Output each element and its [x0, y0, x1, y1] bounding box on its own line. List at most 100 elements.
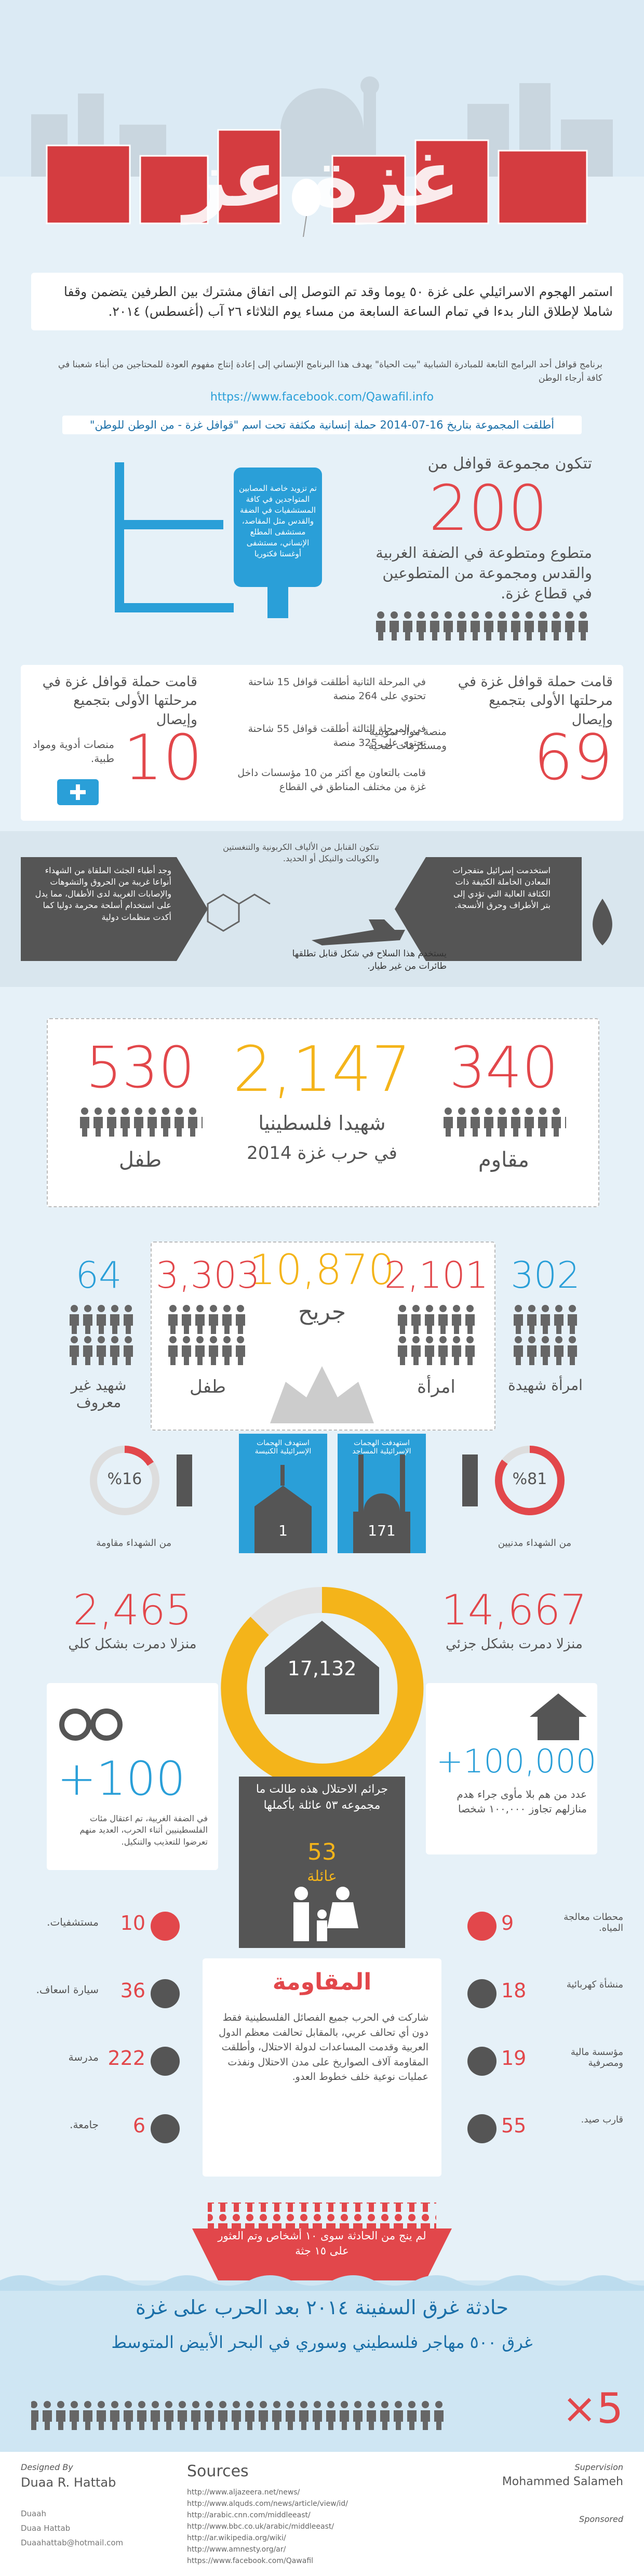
people-icons [68, 1304, 135, 1366]
infra-label: منشأة كهربائية [566, 1979, 623, 1990]
aid-right-lead: قامت حملة قوافل غزة في مرحلتها الأولى بت… [458, 674, 613, 728]
partners: قامت بالتعاون مع أكثر من 10 مؤسسات داخل … [237, 767, 426, 793]
infra-icon [467, 1912, 497, 1941]
infra-label: محطات معالجة المياه. [564, 1912, 623, 1933]
infra-number: 222 [108, 2047, 145, 2070]
aid-left-number: 10 [123, 722, 203, 794]
infra-label: مؤسسة مالية ومصرفية [570, 2047, 623, 2068]
homeless-icon [530, 1693, 587, 1740]
homeless-text: عدد من هم بلا مأوى جراء هدم منازلهم تجاو… [457, 1788, 587, 1815]
infra-number: 36 [120, 1979, 145, 2002]
sponsored-label: Sponsored [579, 2514, 623, 2524]
unknown-number: 64 [75, 1254, 122, 1297]
civilians-percent-label: من الشهداء مدنيين [498, 1538, 571, 1549]
aid-left-text: منصات أدوية ومواد طبية. [32, 738, 114, 765]
resistance-text: شاركت في الحرب جميع الفصائل الفلسطينية ف… [219, 2012, 428, 2083]
campaign-banner: أطلقت المجموعة بتاريخ 16-07-2014 حملة إن… [62, 416, 582, 434]
prisoners-panel [47, 1683, 218, 1870]
crowd-art [270, 1366, 374, 1423]
aid-panel [21, 665, 623, 821]
source: http://www.bbc.co.uk/arabic/middleeast/ [187, 2522, 334, 2531]
sinking-subtitle: غرق ٥٠٠ مهاجر فلسطيني وسوري في البحر الأ… [111, 2332, 533, 2352]
source: http://ar.wikipedia.org/wiki/ [187, 2534, 286, 2542]
prisoners-text: في الضفة الغربية، تم اعتقال مئات الفلسطي… [79, 1813, 208, 1847]
sources-title: Sources [187, 2462, 249, 2480]
volunteers-lead: تتكون مجموعة قوافل من [427, 455, 592, 473]
infra-number: 6 [132, 2114, 145, 2137]
children-label: طفل [118, 1148, 162, 1172]
resistance-percent-label: من الشهداء مقاومة [96, 1538, 171, 1549]
contact: Duaa Hattab [21, 2524, 71, 2533]
source: http://www.alquds.com/news/article/view/… [187, 2500, 348, 2508]
fighters-number: 340 [449, 1034, 558, 1101]
weapons-metals: استخدمت إسرائيل متفجرات المعادن الخاملة … [452, 865, 551, 911]
fighters-label: مقاوم [478, 1148, 529, 1172]
source: http://arabic.cnn.com/middleeast/ [187, 2511, 311, 2519]
aid-right-text: منصة مواد تموينية ومستلزمات صحية [368, 725, 447, 752]
prisoners-number: +100 [57, 1752, 186, 1806]
boat-text: لم ينج من الحادثة سوى ١٠ أشخاص وتم العثو… [218, 2230, 426, 2258]
resistance-title: المقاومة [272, 1969, 372, 1995]
weapons-bodies: وجد أطباء الجثث الملقاة من الشهداء أنواع… [35, 865, 171, 922]
designer: Duaa R. Hattab [21, 2475, 116, 2490]
designed-label: Designed By [21, 2462, 73, 2472]
weapons-composition: تتكون القنابل من الألياف الكربونية والتن… [223, 842, 379, 864]
infra-number: 18 [501, 1979, 527, 2002]
homes-full-label: منزلا دمرت بشكل كلي [68, 1636, 197, 1652]
mosques-number: 171 [368, 1522, 396, 1539]
infra-label: قارب صيد. [581, 2114, 623, 2125]
handcuffs-icon [59, 1709, 123, 1741]
homes-partial-number: 14,667 [441, 1586, 587, 1634]
families-text: جرائم الاحتلال هذه طالت ما مجموعه ٥٣ عائ… [256, 1783, 388, 1812]
program-text: برنامج قوافل أحد البرامج التابعة للمبادر… [58, 359, 602, 383]
infra-number: 19 [501, 2047, 527, 2070]
families-panel [239, 1777, 405, 1948]
wounded-total-label: جريح [298, 1299, 346, 1325]
homeless-number: +100,000 [436, 1742, 597, 1780]
total-number: 2,147 [233, 1034, 411, 1106]
infra-icon [151, 1979, 180, 2008]
homes-full-number: 2,465 [73, 1586, 192, 1634]
people-icons [512, 1304, 579, 1366]
weapons-art [21, 857, 612, 961]
people-icons [374, 610, 592, 642]
supervisor: Mohammed Salameh [502, 2475, 623, 2488]
hospitals-text: تم تزويد خاصة المصابين المتواجدين في كاف… [239, 484, 317, 558]
people-icons [78, 1106, 203, 1138]
infra-number: 10 [120, 1912, 145, 1934]
resistance-percent: %16 [107, 1470, 142, 1488]
header-art [0, 0, 644, 265]
aid-left-lead: قامت حملة قوافل غزة في مرحلتها الأولى بت… [42, 674, 197, 728]
civilians-percent: %81 [512, 1470, 547, 1488]
weapons-drones: يستخدم هذا السلاح في شكل قنابل تطلقها طا… [292, 949, 447, 971]
infra-label: جامعة. [70, 2118, 99, 2131]
source: https://www.facebook.com/Qawafil [187, 2557, 314, 2565]
infra-icon [151, 1912, 180, 1941]
sea-art [0, 2203, 644, 2452]
women-martyrs-number: 302 [511, 1254, 580, 1297]
percent-art [90, 1434, 565, 1553]
infra-number: 9 [501, 1912, 514, 1934]
iv-bag [115, 462, 322, 618]
medkit-icon [57, 779, 99, 805]
total-sub: في حرب غزة 2014 [247, 1143, 397, 1164]
footer [0, 2452, 644, 2576]
sinking-title: حادثة غرق السفينة ٢٠١٤ بعد الحرب على غزة [136, 2296, 508, 2319]
infra-label: مدرسة [68, 2051, 99, 2063]
aid-right-number: 69 [533, 722, 613, 794]
mosques-label: استهدفت الهجمات الإسرائيلية المساجد [352, 1439, 411, 1456]
source: http://www.amnesty.org/ar/ [187, 2545, 286, 2554]
women-label: امرأة [417, 1377, 455, 1397]
infra-icon [467, 2047, 497, 2076]
contact: Duaah [21, 2509, 46, 2518]
churches-label: استهدف الهجمات الإسرائيلية الكنيسة [254, 1439, 312, 1456]
link: https://www.facebook.com/Qawafil.info [210, 391, 434, 404]
wounded-total-number: 10,870 [249, 1246, 395, 1294]
families-unit: عائلة [307, 1867, 337, 1885]
volunteers-text: متطوع ومتطوعة في الضفة الغربية والقدس وم… [375, 544, 592, 603]
infra-icon [151, 2047, 180, 2076]
total-label: شهيدا فلسطينيا [258, 1112, 386, 1134]
infra-icon [467, 1979, 497, 2008]
volunteers-number: 200 [428, 473, 548, 545]
women-number: 2,101 [384, 1254, 489, 1297]
